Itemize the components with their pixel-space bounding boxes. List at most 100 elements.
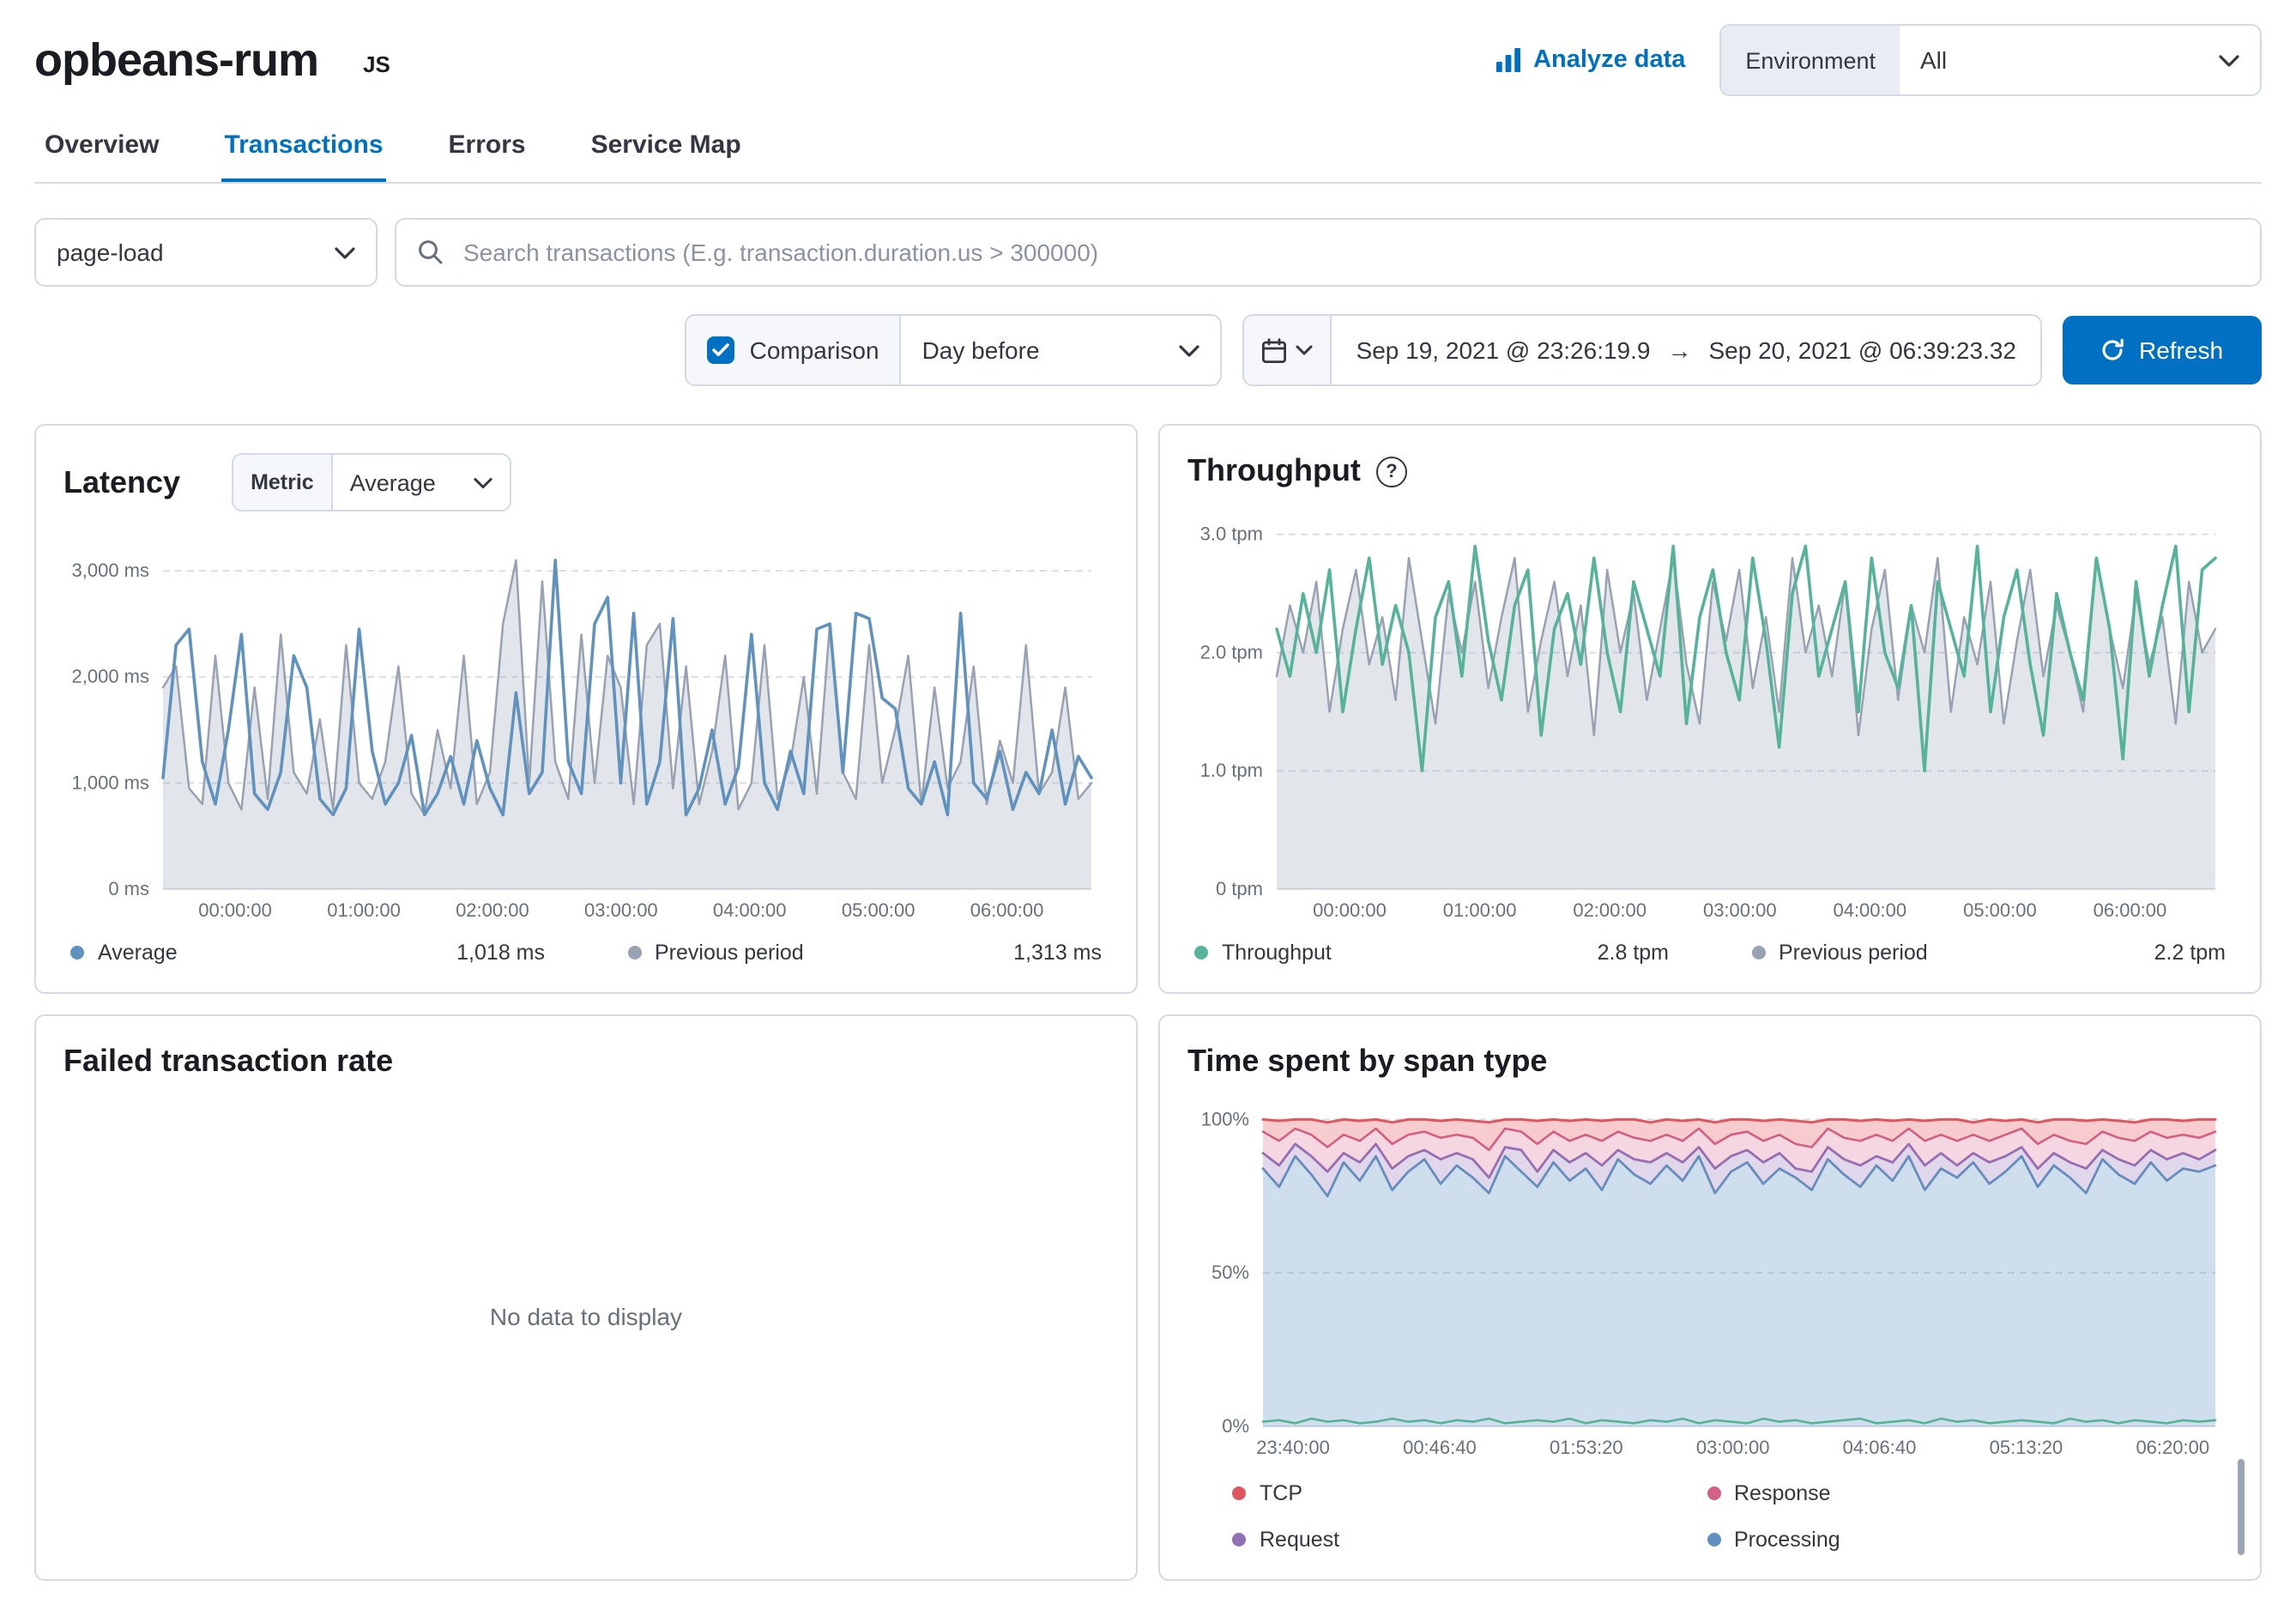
legend-dot: [1232, 1533, 1246, 1547]
refresh-button[interactable]: Refresh: [2063, 316, 2262, 384]
legend-label: TCP: [1260, 1481, 1302, 1505]
span-type-chart[interactable]: 100%50%0%23:40:0000:46:4001:53:2003:00:0…: [1187, 1093, 2233, 1461]
legend-value: 1,313 ms: [1013, 941, 1102, 965]
comparison-checkbox[interactable]: [707, 336, 734, 364]
panels-grid: Latency Metric Average 3,000 ms 2,000 ms 1…: [34, 424, 2262, 1581]
span-type-title: Time spent by span type: [1187, 1044, 1547, 1080]
legend-item-previous-period[interactable]: Previous period 2.2 tpm: [1751, 941, 2226, 965]
refresh-icon: [2101, 338, 2125, 362]
legend-label: Average: [98, 941, 178, 965]
svg-text:01:00:00: 01:00:00: [327, 899, 401, 921]
transaction-type-select[interactable]: page-load: [34, 218, 378, 287]
svg-text:02:00:00: 02:00:00: [1573, 899, 1646, 921]
service-name: opbeans-rum: [34, 33, 318, 87]
svg-text:01:00:00: 01:00:00: [1443, 899, 1517, 921]
chevron-down-icon: [1180, 344, 1200, 356]
comparison-label: Comparison: [750, 336, 879, 364]
date-start-button[interactable]: Sep 19, 2021 @ 23:26:19.9: [1356, 336, 1651, 364]
failed-rate-title: Failed transaction rate: [63, 1044, 393, 1080]
analyze-data-link[interactable]: Analyze data: [1494, 46, 1685, 74]
throughput-chart[interactable]: 3.0 tpm 2.0 tpm 1.0 tpm 0 tpm 00:00:00 01:00:…: [1187, 503, 2233, 923]
refresh-label: Refresh: [2139, 336, 2223, 364]
date-range-picker: Sep 19, 2021 @ 23:26:19.9 → Sep 20, 2021…: [1243, 314, 2042, 386]
legend-dot: [627, 946, 641, 959]
comparison-period-select[interactable]: Day before: [902, 316, 1221, 384]
svg-text:100%: 100%: [1201, 1108, 1249, 1129]
legend-label: Response: [1734, 1481, 1831, 1505]
svg-text:05:13:20: 05:13:20: [1990, 1437, 2063, 1458]
throughput-title: Throughput: [1187, 453, 1361, 489]
svg-text:03:00:00: 03:00:00: [584, 899, 658, 921]
legend-dot: [70, 946, 84, 959]
time-controls-row: Comparison Day before: [34, 314, 2262, 386]
svg-text:2.0 tpm: 2.0 tpm: [1200, 641, 1263, 663]
search-input[interactable]: [460, 237, 2239, 268]
help-icon[interactable]: ?: [1376, 456, 1407, 487]
tab-errors[interactable]: Errors: [445, 130, 529, 182]
svg-text:06:00:00: 06:00:00: [970, 899, 1044, 921]
legend-dot: [1194, 946, 1208, 959]
legend-item-previous-period[interactable]: Previous period 1,313 ms: [627, 941, 1102, 965]
no-data-message: No data to display: [63, 1080, 1109, 1552]
legend-item-tcp[interactable]: TCP: [1232, 1481, 1707, 1505]
legend-value: 2.8 tpm: [1598, 941, 1669, 965]
analyze-data-label: Analyze data: [1533, 46, 1685, 74]
tab-transactions[interactable]: Transactions: [221, 130, 386, 182]
legend-value: 2.2 tpm: [2154, 941, 2226, 965]
svg-text:0 ms: 0 ms: [108, 878, 149, 899]
agent-badge: JS: [363, 51, 390, 76]
legend-label: Previous period: [1779, 941, 1928, 965]
svg-text:1.0 tpm: 1.0 tpm: [1200, 760, 1263, 781]
comparison-checkbox-label[interactable]: Comparison: [686, 316, 902, 384]
apm-transactions-page: opbeans-rum JS Analyze data Environment …: [0, 0, 2296, 1581]
quick-select-button[interactable]: [1245, 316, 1332, 384]
span-type-legend: TCP Response Request Processing: [1187, 1481, 2233, 1552]
legend-dot: [1707, 1486, 1720, 1500]
svg-text:00:00:00: 00:00:00: [198, 899, 272, 921]
latency-chart[interactable]: 3,000 ms2,000 ms1,000 ms0 ms00:00:0001:0…: [63, 525, 1109, 923]
chevron-down-icon: [474, 476, 492, 488]
svg-text:00:00:00: 00:00:00: [1313, 899, 1387, 921]
search-box: [395, 218, 2262, 287]
legend-item-average[interactable]: Average 1,018 ms: [70, 941, 545, 965]
comparison-control: Comparison Day before: [685, 314, 1223, 386]
svg-text:0 tpm: 0 tpm: [1216, 878, 1263, 899]
chevron-down-icon: [335, 246, 355, 258]
legend-item-throughput[interactable]: Throughput 2.8 tpm: [1194, 941, 1669, 965]
legend-item-response[interactable]: Response: [1707, 1481, 2181, 1505]
legend-item-request[interactable]: Request: [1232, 1528, 1707, 1552]
filter-row: page-load: [34, 218, 2262, 287]
latency-title: Latency: [63, 464, 180, 500]
failed-transaction-rate-panel: Failed transaction rate No data to displ…: [34, 1014, 1138, 1581]
legend-item-processing[interactable]: Processing: [1707, 1528, 2181, 1552]
svg-text:04:06:40: 04:06:40: [1843, 1437, 1917, 1458]
throughput-legend: Throughput 2.8 tpm Previous period 2.2 t…: [1187, 941, 2233, 965]
svg-text:03:00:00: 03:00:00: [1703, 899, 1777, 921]
svg-text:3.0 tpm: 3.0 tpm: [1200, 524, 1263, 545]
comparison-period-value: Day before: [922, 336, 1040, 364]
chevron-down-icon: [1296, 345, 1314, 355]
legend-label: Previous period: [655, 941, 804, 965]
latency-metric-control: Metric Average: [232, 453, 511, 511]
environment-select[interactable]: All: [1900, 26, 2260, 94]
search-icon: [417, 239, 444, 266]
svg-text:01:53:20: 01:53:20: [1550, 1437, 1623, 1458]
svg-text:50%: 50%: [1211, 1262, 1249, 1283]
svg-text:2,000 ms: 2,000 ms: [72, 666, 150, 687]
svg-text:06:00:00: 06:00:00: [2094, 899, 2167, 921]
legend-scrollbar[interactable]: [2238, 1459, 2245, 1555]
environment-label: Environment: [1721, 26, 1900, 94]
latency-legend: Average 1,018 ms Previous period 1,313 m…: [63, 941, 1109, 965]
legend-dot: [1707, 1533, 1720, 1547]
svg-text:04:00:00: 04:00:00: [713, 899, 787, 921]
tab-service-map[interactable]: Service Map: [588, 130, 745, 182]
throughput-panel: Throughput ? 3.0 tpm 2.0 tpm 1.0 tpm 0 tpm 0…: [1158, 424, 2262, 994]
tab-overview[interactable]: Overview: [41, 130, 162, 182]
date-end-button[interactable]: Sep 20, 2021 @ 06:39:23.32: [1709, 336, 2017, 364]
metric-select[interactable]: Average: [333, 455, 510, 510]
latency-panel: Latency Metric Average 3,000 ms 2,000 ms 1…: [34, 424, 1138, 994]
metric-value: Average: [350, 469, 436, 495]
svg-text:03:00:00: 03:00:00: [1696, 1437, 1770, 1458]
svg-text:3,000 ms: 3,000 ms: [72, 560, 150, 581]
legend-label: Processing: [1734, 1528, 1840, 1552]
